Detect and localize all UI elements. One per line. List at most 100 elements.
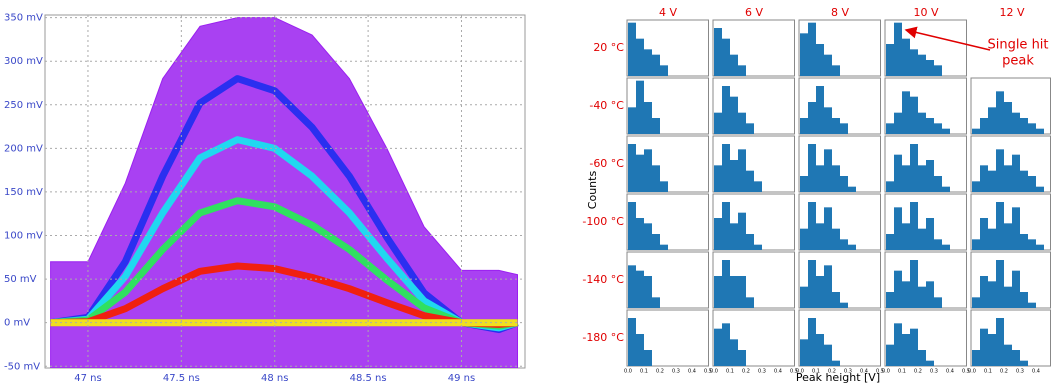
row-label: -60 °C xyxy=(589,157,624,170)
histogram-bar xyxy=(972,129,980,134)
histogram-bar xyxy=(996,149,1004,192)
histogram-bar xyxy=(972,239,980,250)
x-tick-label: 0.4 xyxy=(1032,369,1040,375)
histogram-bar xyxy=(652,55,660,76)
x-tick-label: 0.0 xyxy=(710,369,718,375)
histogram-bar xyxy=(652,297,660,308)
x-tick-label: 0.0 xyxy=(624,369,632,375)
histogram-bar xyxy=(934,176,942,192)
histogram-bar xyxy=(636,155,644,192)
histogram-bar xyxy=(628,144,636,192)
x-tick-label: 0.2 xyxy=(656,369,664,375)
histogram-bar xyxy=(1012,207,1020,250)
histogram-bar xyxy=(996,202,1004,250)
histogram-bar xyxy=(1012,350,1020,366)
histogram-bar xyxy=(808,144,816,192)
x-tick-label: 47 ns xyxy=(74,373,101,383)
histogram-bar xyxy=(996,91,1004,134)
histogram-bar xyxy=(722,323,730,366)
histogram-bar xyxy=(800,176,808,192)
histogram-bar xyxy=(730,339,738,366)
histogram-bar xyxy=(800,118,808,134)
histogram-bar xyxy=(1012,155,1020,192)
histogram-bar xyxy=(636,271,644,308)
histogram-bar xyxy=(886,292,894,308)
histogram-bar xyxy=(644,223,652,250)
y-tick-label: 150 mV xyxy=(4,187,43,198)
column-label: 10 V xyxy=(913,6,938,19)
histogram-bar xyxy=(1012,113,1020,134)
histogram-bar xyxy=(972,297,980,308)
histogram-bar xyxy=(636,218,644,250)
row-label: -180 °C xyxy=(582,331,624,344)
y-tick-label: 200 mV xyxy=(4,143,43,154)
histogram-bar xyxy=(894,207,902,250)
x-tick-label: 48.5 ns xyxy=(350,373,387,383)
histogram-bar xyxy=(1020,361,1028,366)
histogram-bar xyxy=(824,207,832,250)
histogram-bar xyxy=(1036,245,1044,250)
x-tick-label: 0.1 xyxy=(984,369,992,375)
histogram-bar xyxy=(660,65,668,76)
histogram-bar xyxy=(746,297,754,308)
histogram-bar xyxy=(996,260,1004,308)
histogram-bar xyxy=(832,165,840,192)
histogram-bar xyxy=(894,23,902,76)
histogram-bar xyxy=(942,187,950,192)
histogram-bar xyxy=(942,245,950,250)
histogram-bar xyxy=(738,276,746,308)
x-tick-label: 0.2 xyxy=(742,369,750,375)
histogram-bar xyxy=(746,171,754,192)
histogram-bar xyxy=(730,97,738,134)
histogram-bar xyxy=(1036,187,1044,192)
histogram-bar xyxy=(926,118,934,134)
histogram-bar xyxy=(902,334,910,366)
histogram-bar xyxy=(910,329,918,366)
histogram-bar xyxy=(800,229,808,250)
histogram-bar xyxy=(738,350,746,366)
histogram-bar xyxy=(722,260,730,308)
x-tick-label: 0.1 xyxy=(898,369,906,375)
histogram-bar xyxy=(730,223,738,250)
histogram-bar xyxy=(918,165,926,192)
x-tick-label: 0.3 xyxy=(758,369,766,375)
histogram-bar xyxy=(980,218,988,250)
column-label: 12 V xyxy=(999,6,1024,19)
histogram-bar xyxy=(754,245,762,250)
histogram-bar xyxy=(652,234,660,250)
histogram-bar xyxy=(886,234,894,250)
histogram-bar xyxy=(730,160,738,192)
x-tick-label: 0.1 xyxy=(640,369,648,375)
histogram-bar xyxy=(714,113,722,134)
histogram-bar xyxy=(988,171,996,192)
histogram-bar xyxy=(918,229,926,250)
histogram-bar xyxy=(738,213,746,250)
histogram-bar xyxy=(824,265,832,308)
histogram-bar xyxy=(824,55,832,76)
histogram-bar xyxy=(628,265,636,308)
histogram-bar xyxy=(738,113,746,134)
row-label: -140 °C xyxy=(582,273,624,286)
histogram-bar xyxy=(800,33,808,76)
histogram-bar xyxy=(816,276,824,308)
histogram-bar xyxy=(808,23,816,76)
histogram-bar xyxy=(988,334,996,366)
histogram-bar xyxy=(1020,171,1028,192)
histogram-bar xyxy=(746,234,754,250)
histogram-bar xyxy=(980,118,988,134)
histogram-bar xyxy=(840,176,848,192)
row-label: -40 °C xyxy=(589,99,624,112)
y-axis-label: Counts xyxy=(586,171,599,210)
x-tick-label: 49 ns xyxy=(448,373,475,383)
histogram-bar xyxy=(988,107,996,134)
histogram-bar xyxy=(1036,129,1044,134)
histogram-bar xyxy=(894,271,902,308)
histogram-bar xyxy=(980,276,988,308)
histogram-bar xyxy=(644,149,652,192)
y-tick-label: 100 mV xyxy=(4,231,43,242)
histogram-bar xyxy=(1012,271,1020,308)
histogram-bar xyxy=(1028,239,1036,250)
x-tick-label: 0.0 xyxy=(968,369,976,375)
histogram-bar xyxy=(840,303,848,308)
